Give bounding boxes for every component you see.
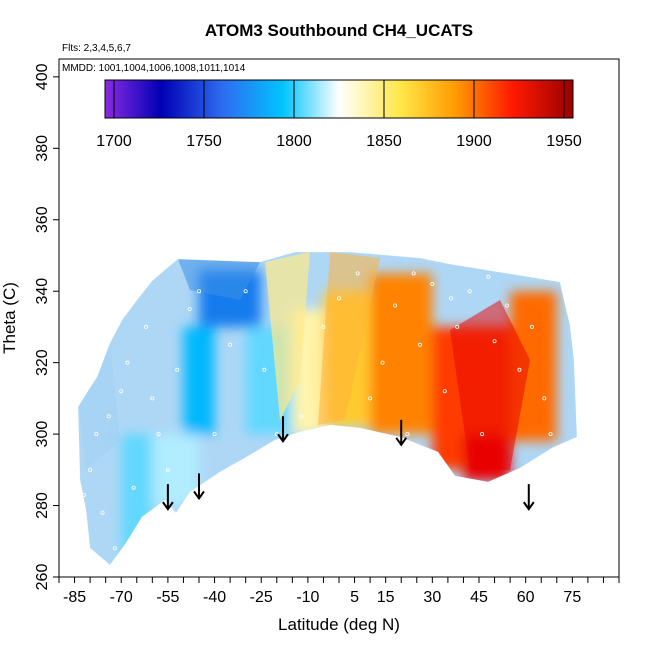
flight-arrow bbox=[522, 484, 535, 511]
sample-points bbox=[81, 271, 553, 551]
y-tick-label: 380 bbox=[34, 135, 51, 162]
x-tick-label: -70 bbox=[110, 589, 133, 606]
field-region bbox=[370, 273, 433, 435]
sample-point bbox=[187, 307, 192, 312]
colorbar-tick-label: 1700 bbox=[96, 133, 132, 150]
sample-point bbox=[355, 271, 360, 276]
sample-point bbox=[368, 396, 373, 401]
field-wedge bbox=[78, 343, 120, 470]
sample-point bbox=[165, 467, 170, 472]
x-tick-label: 5 bbox=[350, 589, 359, 606]
sample-point bbox=[88, 467, 93, 472]
sample-point bbox=[299, 414, 304, 419]
x-tick-label: 60 bbox=[517, 589, 535, 606]
y-tick-label: 340 bbox=[34, 278, 51, 305]
x-tick-label: 15 bbox=[377, 589, 395, 606]
y-tick-label: 400 bbox=[34, 63, 51, 90]
sample-point bbox=[448, 296, 453, 301]
sample-point bbox=[480, 432, 485, 437]
sample-point bbox=[175, 367, 180, 372]
sample-point bbox=[529, 324, 534, 329]
colorbar-tick-label: 1850 bbox=[366, 133, 402, 150]
sample-point bbox=[504, 303, 509, 308]
sample-point bbox=[405, 432, 410, 437]
x-axis-label: Latitude (deg N) bbox=[278, 615, 400, 634]
x-tick-label: 45 bbox=[470, 589, 488, 606]
sample-point bbox=[380, 360, 385, 365]
field-wedge bbox=[265, 252, 310, 420]
sample-point bbox=[144, 324, 149, 329]
sample-point bbox=[517, 367, 522, 372]
y-tick-label: 300 bbox=[34, 421, 51, 448]
sample-point bbox=[243, 289, 248, 294]
sample-point bbox=[94, 432, 99, 437]
colorbar-gradient bbox=[104, 79, 574, 119]
sample-point bbox=[125, 360, 130, 365]
sample-point bbox=[548, 432, 553, 437]
x-tick-label: -10 bbox=[296, 589, 319, 606]
field-region bbox=[183, 326, 215, 435]
sample-point bbox=[150, 396, 155, 401]
x-tick-label: -40 bbox=[203, 589, 226, 606]
sample-point bbox=[336, 296, 341, 301]
x-tick-label: -85 bbox=[63, 589, 86, 606]
flights-note: Flts: 2,3,4,5,6,7 bbox=[62, 43, 131, 54]
sample-point bbox=[417, 342, 422, 347]
sample-point bbox=[492, 339, 497, 344]
flight-arrow bbox=[277, 416, 289, 443]
sample-point bbox=[392, 303, 397, 308]
y-tick-label: 320 bbox=[34, 349, 51, 376]
field-region bbox=[121, 434, 153, 560]
sample-point bbox=[228, 342, 233, 347]
sample-point bbox=[196, 289, 201, 294]
field-region bbox=[152, 434, 199, 506]
y-axis-label: Theta (C) bbox=[0, 282, 19, 354]
sample-point bbox=[119, 389, 124, 394]
y-tick-label: 280 bbox=[34, 492, 51, 519]
flight-arrows bbox=[162, 416, 535, 511]
flight-arrow bbox=[395, 419, 408, 447]
y-axis: 260 280 300 320 340 360 380 400 bbox=[34, 63, 59, 590]
sample-point bbox=[486, 274, 491, 279]
field-wedge bbox=[318, 252, 380, 425]
sample-point bbox=[467, 289, 472, 294]
flight-arrow bbox=[162, 484, 174, 511]
sample-point bbox=[113, 546, 118, 551]
colorbar-tick-label: 1900 bbox=[456, 133, 492, 150]
x-tick-label: 30 bbox=[423, 589, 441, 606]
sample-point bbox=[131, 485, 136, 490]
sample-point bbox=[542, 396, 547, 401]
sample-point bbox=[411, 271, 416, 276]
field-outline bbox=[77, 251, 578, 566]
x-axis: -85 -70 -55 -40 -25 -10 5 15 30 45 60 75 bbox=[58, 577, 620, 606]
sample-point bbox=[442, 389, 447, 394]
sample-point bbox=[321, 324, 326, 329]
x-tick-label: -55 bbox=[156, 589, 179, 606]
sample-point bbox=[81, 492, 86, 497]
colorbar-tick-label: 1750 bbox=[186, 133, 222, 150]
y-tick-label: 360 bbox=[34, 206, 51, 233]
sample-point bbox=[106, 414, 111, 419]
sample-point bbox=[262, 367, 267, 372]
sample-point bbox=[100, 510, 105, 515]
colorbar: 1700 1750 1800 1850 1900 1950 bbox=[96, 79, 582, 150]
dates-note: MMDD: 1001,1004,1006,1008,1011,1014 bbox=[62, 63, 246, 74]
flight-arrow bbox=[193, 473, 205, 501]
sample-point bbox=[156, 432, 161, 437]
x-tick-label: 75 bbox=[563, 589, 581, 606]
colorbar-tick-label: 1950 bbox=[546, 133, 582, 150]
chart-title: ATOM3 Southbound CH4_UCATS bbox=[205, 21, 473, 40]
colorbar-tick-label: 1800 bbox=[276, 133, 312, 150]
sample-point bbox=[212, 432, 217, 437]
y-tick-label: 260 bbox=[34, 564, 51, 591]
field-wedge bbox=[450, 300, 530, 470]
sample-point bbox=[455, 324, 460, 329]
sample-point bbox=[430, 282, 435, 287]
x-tick-label: -25 bbox=[250, 589, 273, 606]
